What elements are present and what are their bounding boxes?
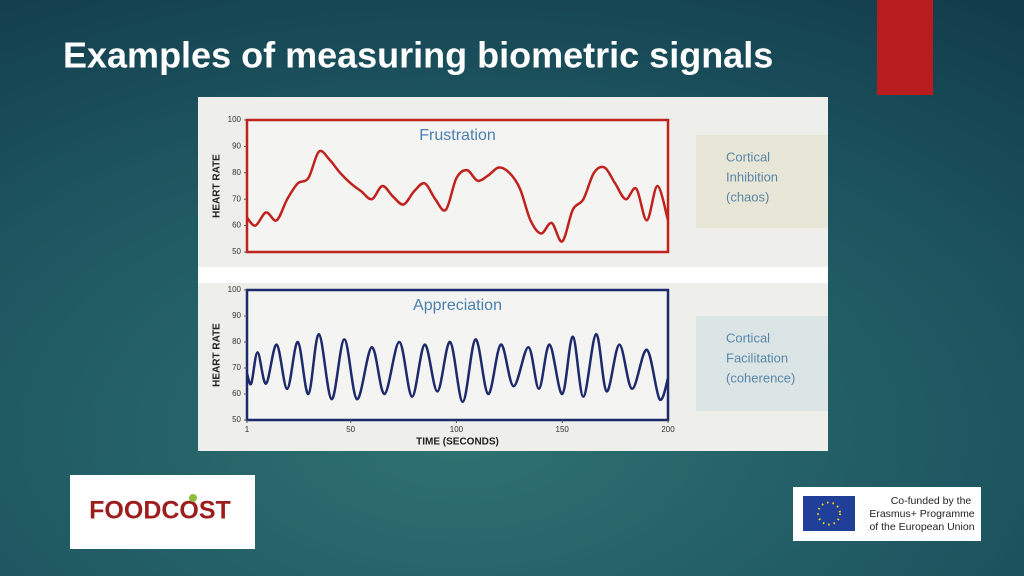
annotation: Cortical <box>726 330 770 345</box>
y-tick-label: 80 <box>232 168 241 177</box>
eu-text: of the European Union <box>869 521 974 533</box>
eu-text: Co-funded by the <box>891 495 972 507</box>
eu-stars <box>817 501 841 526</box>
annotation: Cortical <box>726 149 770 164</box>
annotation-box <box>696 135 828 228</box>
logo-leaf <box>189 494 197 502</box>
annotation: (chaos) <box>726 189 769 204</box>
y-tick-label: 60 <box>232 221 241 230</box>
accent-bar <box>877 0 933 95</box>
chart-title: Appreciation <box>413 297 502 314</box>
y-tick-label: 50 <box>232 247 241 256</box>
logo-box <box>70 475 255 549</box>
y-tick-label: 100 <box>228 285 242 294</box>
data-line <box>245 332 670 404</box>
y-tick-label: 70 <box>232 194 241 203</box>
annotation: Facilitation <box>726 350 788 365</box>
slide-title: Examples of measuring biometric signals <box>63 35 773 76</box>
eu-flag <box>803 496 855 531</box>
plot-area <box>245 118 670 254</box>
x-tick-label: 100 <box>450 425 464 434</box>
chart-title: Frustration <box>419 127 495 144</box>
eu-text: Erasmus+ Programme <box>869 508 974 520</box>
y-tick-label: 90 <box>232 311 241 320</box>
x-tick-label: 1 <box>245 425 250 434</box>
logo: FOODCOST <box>89 497 231 525</box>
y-tick-label: 50 <box>232 415 241 424</box>
x-tick-label: 200 <box>661 425 675 434</box>
y-tick-label: 60 <box>232 389 241 398</box>
annotation-box <box>696 316 828 411</box>
y-tick-label: 90 <box>232 142 241 151</box>
x-axis-label: TIME (SECONDS) <box>416 437 499 448</box>
y-tick-label: 80 <box>232 337 241 346</box>
y-tick-label: 70 <box>232 363 241 372</box>
annotation: (coherence) <box>726 370 795 385</box>
y-axis-label: HEART RATE <box>212 154 223 218</box>
x-tick-label: 150 <box>556 425 570 434</box>
plot-area <box>245 288 670 422</box>
y-axis-label: HEART RATE <box>212 323 223 387</box>
annotation: Inhibition <box>726 169 778 184</box>
data-line <box>246 149 670 243</box>
figure-gap <box>198 267 828 283</box>
y-tick-label: 100 <box>228 115 242 124</box>
x-tick-label: 50 <box>346 425 355 434</box>
